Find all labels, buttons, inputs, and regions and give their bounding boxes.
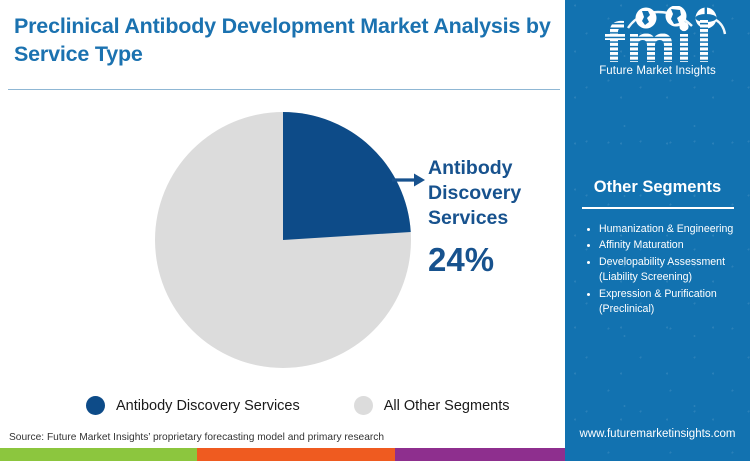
list-item: Developability Assessment (Liability Scr… xyxy=(585,255,745,286)
legend-item-all-other-segments[interactable]: All Other Segments xyxy=(353,396,510,415)
arrow-right-icon xyxy=(392,173,425,187)
fmi-logo-mark-icon xyxy=(604,6,726,63)
page-title: Preclinical Antibody Development Market … xyxy=(14,14,551,67)
list-item: Humanization & Engineering xyxy=(585,222,745,237)
callout-value: 24% xyxy=(428,241,495,278)
other-segments-list: Humanization & Engineering Affinity Matu… xyxy=(585,222,745,319)
pie-chart xyxy=(155,112,411,368)
bar-segment-orange xyxy=(197,448,395,461)
source-note: Source: Future Market Insights’ propriet… xyxy=(9,432,385,443)
legend-swatch-icon xyxy=(353,396,373,415)
website-url[interactable]: www.futuremarketinsights.com xyxy=(579,428,736,440)
other-segments-heading: Other Segments xyxy=(593,178,722,196)
title-divider xyxy=(8,89,560,90)
fmi-logo[interactable]: Future Market Insights xyxy=(565,6,750,77)
chart-legend: Antibody Discovery Services All Other Se… xyxy=(86,396,509,415)
bottom-color-bar xyxy=(0,448,565,461)
bar-segment-green xyxy=(0,448,197,461)
pie-chart-svg xyxy=(155,112,411,368)
sidebar-texture xyxy=(565,0,750,461)
legend-swatch-icon xyxy=(86,396,105,415)
pie-slice-antibody-discovery-services[interactable] xyxy=(283,112,411,240)
list-item: Affinity Maturation xyxy=(585,238,745,253)
legend-label: Antibody Discovery Services xyxy=(116,397,300,414)
list-item: Expression & Purification (Preclinical) xyxy=(585,287,745,318)
segments-divider xyxy=(582,207,734,209)
logo-tagline: Future Market Insights xyxy=(599,65,716,77)
legend-item-antibody-discovery-services[interactable]: Antibody Discovery Services xyxy=(86,396,300,415)
bar-segment-purple xyxy=(395,448,565,461)
callout-label: Antibody Discovery Services xyxy=(428,157,522,229)
content-panel: Preclinical Antibody Development Market … xyxy=(8,14,560,443)
sidebar-panel: Future Market Insights Other Segments Hu… xyxy=(565,0,750,461)
legend-label: All Other Segments xyxy=(383,397,510,414)
